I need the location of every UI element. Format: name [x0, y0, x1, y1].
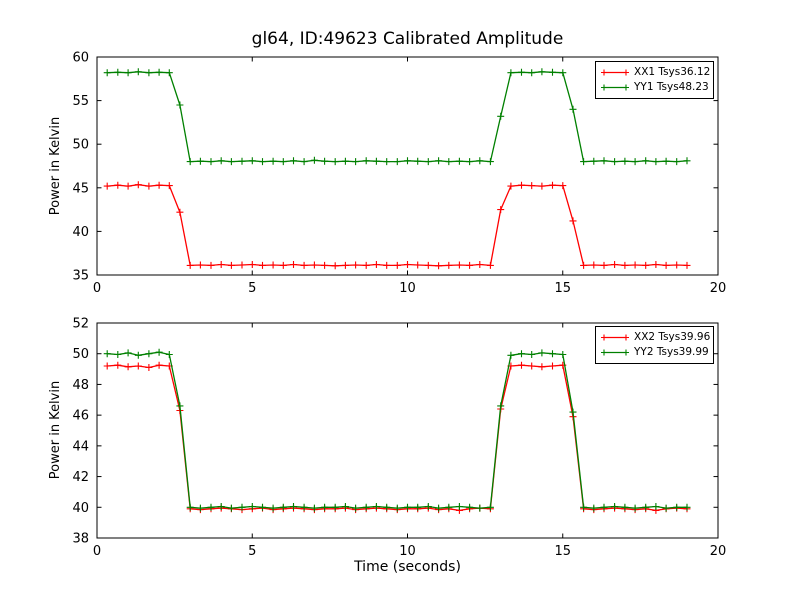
y-tick-label: 38	[72, 532, 89, 547]
y-tick-label: 40	[72, 225, 89, 240]
axes-frame	[96, 322, 719, 539]
subplot-top: 0 5 10 15 20 35 40 45 50 55 60	[72, 51, 726, 297]
legend-label: XX2 Tsys39.96	[634, 331, 711, 343]
y-tick-label: 52	[72, 317, 89, 332]
chart-title: gl64, ID:49623 Calibrated Amplitude	[251, 29, 564, 49]
legend-bottom-plot: XX2 Tsys39.96 YY2 Tsys39.99	[595, 326, 714, 364]
axes-frame	[96, 56, 719, 276]
x-tick-label: 10	[399, 544, 416, 559]
legend-label: XX1 Tsys36.12	[634, 66, 711, 78]
y-tick-label: 45	[72, 181, 89, 196]
legend-entry: XX2 Tsys39.96	[601, 330, 711, 345]
y-tick-label: 35	[72, 269, 89, 284]
subplot-bottom: 0 5 10 15 20 38 40 42 44 46 48 50 52	[72, 317, 726, 560]
y-tick-label: 50	[72, 138, 89, 153]
series-markers-XX2	[103, 361, 691, 514]
x-tick-label: 15	[554, 281, 571, 296]
x-tick-label: 5	[248, 544, 256, 559]
y-axis-label-bottom: Power in Kelvin	[48, 380, 63, 480]
series-line-XX2	[107, 364, 688, 512]
legend-label: YY2 Tsys39.99	[634, 346, 709, 358]
legend-entry: YY1 Tsys48.23	[601, 80, 709, 95]
y-tick-label: 50	[72, 347, 89, 362]
y-tick-label: 46	[72, 409, 89, 424]
y-axis-label-top: Power in Kelvin	[48, 116, 63, 216]
legend-line-sample-icon	[601, 334, 629, 341]
y-tick-label: 42	[72, 470, 89, 485]
y-tick-label: 55	[72, 94, 89, 109]
x-tick-label: 10	[399, 281, 416, 296]
y-tick-label: 44	[72, 439, 89, 454]
y-tick-label: 60	[72, 51, 89, 66]
x-tick-label: 0	[93, 544, 101, 559]
series-markers-YY1	[103, 68, 691, 166]
x-tick-label: 20	[710, 281, 727, 296]
series-markers-XX1	[103, 181, 691, 270]
series-line-XX1	[107, 184, 688, 267]
legend-label: YY1 Tsys48.23	[634, 81, 709, 93]
x-tick-label: 20	[710, 544, 727, 559]
legend-top-plot: XX1 Tsys36.12 YY1 Tsys48.23	[595, 61, 714, 99]
legend-entry: XX1 Tsys36.12	[601, 65, 711, 80]
series-markers-YY2	[103, 348, 691, 512]
x-tick-label: 0	[93, 281, 101, 296]
x-axis-label: Time (seconds)	[354, 559, 461, 575]
y-tick-label: 40	[72, 501, 89, 516]
series-line-YY2	[107, 351, 687, 509]
y-tick-label: 48	[72, 378, 89, 393]
legend-line-sample-icon	[601, 84, 629, 91]
x-tick-label: 5	[248, 281, 256, 296]
legend-line-sample-icon	[601, 69, 629, 76]
x-tick-label: 15	[554, 544, 571, 559]
legend-line-sample-icon	[601, 349, 629, 356]
legend-entry: YY2 Tsys39.99	[601, 345, 709, 360]
